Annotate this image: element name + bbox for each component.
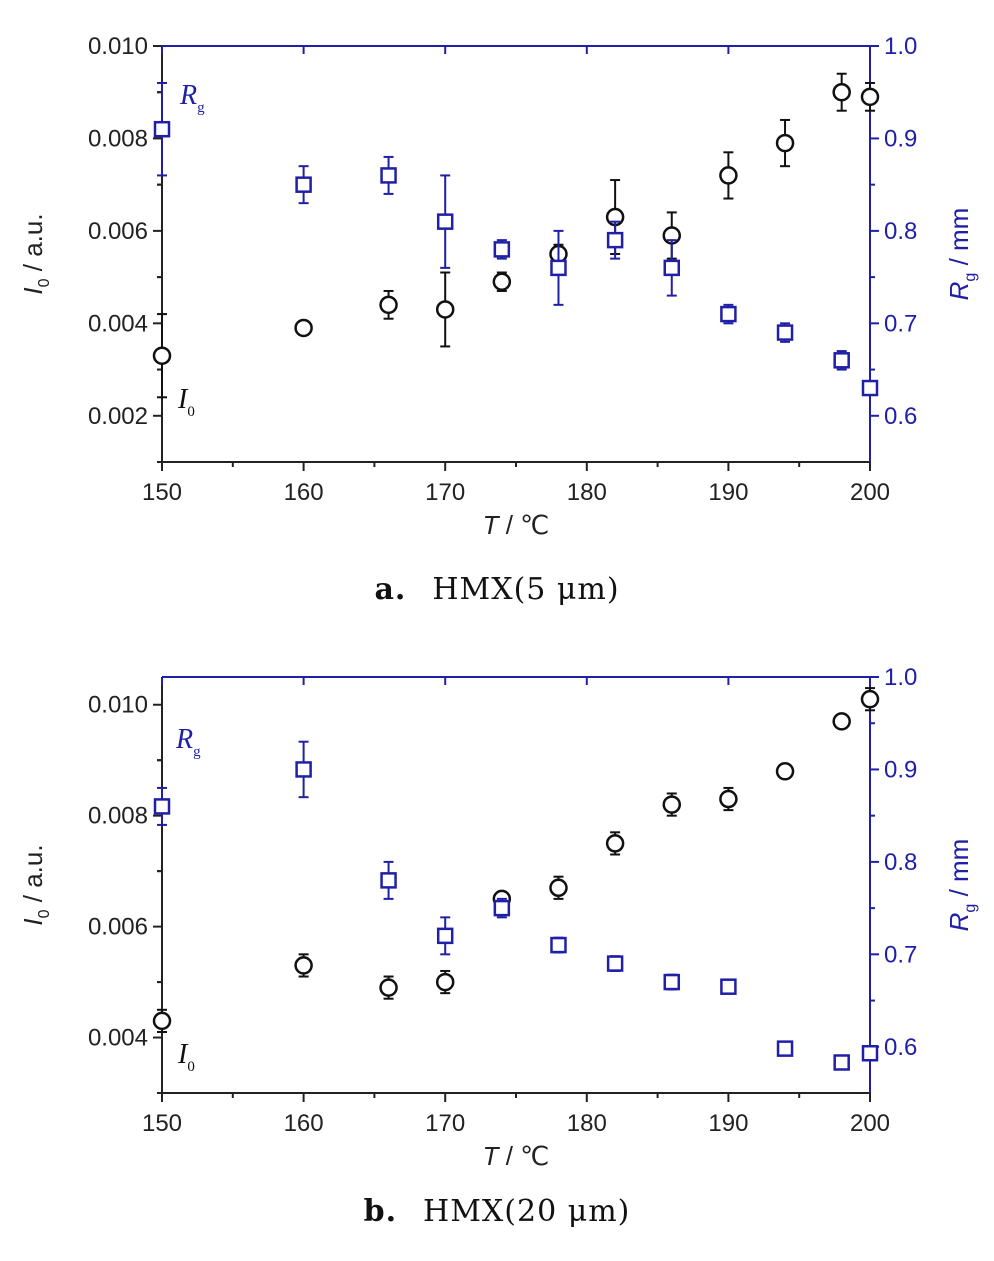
data-point-I0 — [294, 318, 313, 338]
y-right-tick-label: 1.0 — [884, 33, 917, 60]
x-tick-label: 200 — [850, 1110, 890, 1137]
y-left-tick-label: 0.004 — [88, 310, 148, 337]
data-point-I0 — [719, 166, 738, 185]
x-tick-label: 190 — [708, 1110, 748, 1137]
y-left-tick-label: 0.008 — [88, 125, 148, 152]
x-axis-title: T / ℃ — [483, 1141, 550, 1171]
data-point-I0 — [152, 1011, 172, 1031]
data-point-I0 — [435, 300, 455, 319]
data-point-I0 — [860, 87, 880, 107]
y-right-axis-title: Rg / mm — [944, 839, 979, 932]
x-axis-title: T / ℃ — [483, 510, 550, 540]
x-tick-label: 160 — [284, 1110, 324, 1137]
y-left-axis-title: I0 / a.u. — [18, 844, 53, 925]
series-label-I0: I0 — [177, 1039, 195, 1075]
series-label-Rg: Rg — [179, 80, 205, 116]
data-point-Rg — [436, 927, 454, 945]
data-point-I0 — [605, 834, 625, 853]
series-I0 — [152, 72, 880, 399]
data-point-Rg — [776, 1040, 794, 1057]
data-point-Rg — [861, 379, 879, 397]
data-point-Rg — [776, 324, 794, 341]
data-point-I0 — [379, 295, 398, 315]
y-right-tick-label: 0.6 — [884, 403, 917, 430]
data-point-Rg — [380, 872, 397, 889]
series-I0 — [152, 687, 880, 1033]
data-point-Rg — [720, 305, 737, 323]
y-right-tick-label: 0.8 — [884, 849, 917, 876]
y-right-tick-label: 1.0 — [884, 664, 917, 691]
data-point-Rg — [606, 231, 624, 249]
caption-a-text: HMX(5 μm) — [432, 572, 620, 607]
x-tick-label: 150 — [142, 1110, 182, 1137]
data-point-Rg — [153, 120, 171, 138]
data-point-I0 — [832, 712, 851, 731]
y-left-tick-label: 0.002 — [88, 403, 148, 430]
series-label-I0: I0 — [177, 384, 195, 420]
x-tick-label: 170 — [425, 479, 465, 506]
data-point-I0 — [662, 795, 682, 814]
data-point-I0 — [775, 762, 795, 781]
data-point-I0 — [719, 789, 738, 809]
data-point-I0 — [492, 272, 512, 291]
x-tick-label: 160 — [284, 479, 324, 506]
data-point-Rg — [833, 352, 850, 369]
data-point-Rg — [153, 798, 171, 815]
data-point-Rg — [606, 955, 624, 972]
y-left-tick-label: 0.010 — [88, 692, 148, 719]
x-tick-label: 180 — [567, 479, 607, 506]
data-point-Rg — [493, 899, 511, 917]
caption-b: b. HMX(20 μm) — [0, 1194, 994, 1229]
data-point-I0 — [775, 133, 795, 153]
data-point-Rg — [663, 973, 681, 991]
y-left-tick-label: 0.006 — [88, 218, 148, 245]
data-point-I0 — [832, 82, 851, 102]
x-tick-label: 200 — [850, 479, 890, 506]
data-point-Rg — [436, 213, 454, 230]
x-tick-label: 170 — [425, 1110, 465, 1137]
x-tick-label: 150 — [142, 479, 182, 506]
data-point-I0 — [152, 346, 172, 365]
x-tick-label: 180 — [567, 1110, 607, 1137]
y-right-tick-label: 0.7 — [884, 941, 917, 968]
data-point-Rg — [861, 1044, 879, 1062]
y-right-tick-label: 0.7 — [884, 310, 917, 337]
series-Rg — [153, 81, 879, 397]
y-right-tick-label: 0.9 — [884, 125, 917, 152]
chart-panel-b: 150 160 170 180 190 200 0.004 0.006 0.008 0.010 0.… — [0, 630, 994, 1261]
y-right-tick-label: 0.9 — [884, 756, 917, 783]
chart-b-svg: 150 160 170 180 190 200 0.004 0.006 0.008 0.010 0.… — [18, 664, 979, 1171]
data-point-I0 — [379, 978, 398, 997]
data-point-Rg — [720, 978, 737, 995]
y-right-axis-title: Rg / mm — [944, 208, 979, 301]
data-point-Rg — [833, 1054, 850, 1071]
data-point-I0 — [435, 972, 455, 992]
data-point-Rg — [295, 176, 312, 193]
y-right-tick-label: 0.8 — [884, 218, 917, 245]
y-left-tick-label: 0.004 — [88, 1025, 148, 1052]
y-left-tick-label: 0.010 — [88, 33, 148, 60]
data-point-I0 — [549, 878, 568, 898]
y-left-tick-label: 0.006 — [88, 914, 148, 941]
data-point-I0 — [294, 956, 313, 975]
caption-b-text: HMX(20 μm) — [423, 1194, 631, 1229]
y-left-tick-label: 0.008 — [88, 803, 148, 830]
y-left-axis-title: I0 / a.u. — [18, 213, 53, 294]
data-point-Rg — [380, 167, 397, 184]
series-label-Rg: Rg — [175, 724, 201, 760]
chart-panel-a: 150 160 170 180 190 200 0.002 0.004 0.006 0.008 0.… — [0, 0, 994, 630]
y-right-tick-label: 0.6 — [884, 1034, 917, 1061]
caption-b-label: b. — [363, 1194, 398, 1229]
data-point-Rg — [295, 761, 312, 778]
x-tick-label: 190 — [708, 479, 748, 506]
data-point-I0 — [860, 689, 880, 709]
series-Rg — [153, 740, 879, 1071]
chart-a-svg: 150 160 170 180 190 200 0.002 0.004 0.006 0.008 0.… — [18, 33, 979, 540]
data-point-Rg — [663, 259, 681, 277]
data-point-Rg — [550, 936, 567, 954]
data-point-Rg — [493, 241, 511, 258]
caption-a-label: a. — [374, 572, 407, 607]
caption-a: a. HMX(5 μm) — [0, 572, 994, 607]
data-point-Rg — [550, 259, 567, 277]
